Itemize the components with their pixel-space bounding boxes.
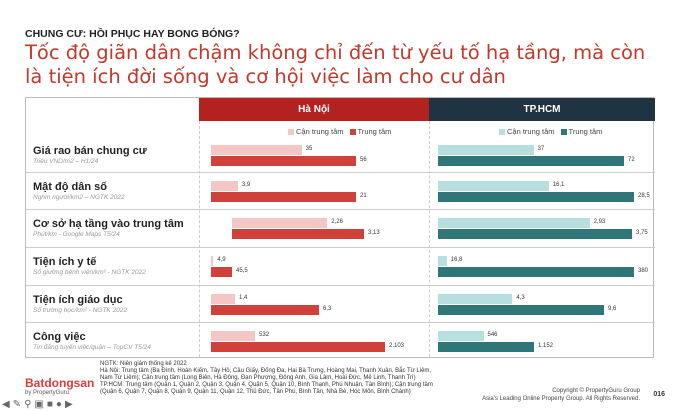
hcm-central-bar — [438, 229, 632, 239]
hcm-central-bar — [438, 155, 624, 166]
hcm-central-bar — [438, 341, 534, 352]
row-divider — [26, 209, 655, 210]
divider — [429, 121, 430, 357]
metric-label: Tiện ích y tế — [33, 256, 97, 268]
hcm-central-value: 1.152 — [538, 342, 554, 349]
hcm-near-value: 37 — [537, 145, 545, 152]
hanoi-near-value: 2,26 — [331, 219, 343, 225]
row-divider — [26, 247, 655, 248]
metric-source: Tin đăng tuyển việc/quận – TopCV T5/24 — [33, 343, 151, 351]
hanoi-header: Hà Nội — [199, 98, 429, 121]
hcm-central-bar — [438, 304, 604, 315]
hcm-central-bar — [438, 191, 634, 202]
hcm-near-bar — [438, 180, 549, 191]
hcm-central-value: 72 — [628, 156, 635, 163]
batdongsan-logo: Batdongsan by PropertyGuru — [25, 376, 95, 396]
more-icon[interactable]: ● — [55, 399, 62, 410]
hcm-legend: Cận trung tâm Trung tâm — [499, 127, 602, 136]
hanoi-central-bar — [211, 267, 232, 277]
hanoi-near-bar — [211, 256, 214, 266]
hanoi-central-bar — [232, 229, 364, 239]
camera-icon[interactable]: ■ — [46, 399, 53, 410]
hanoi-central-value: 21 — [360, 192, 367, 199]
hcm-near-bar — [438, 218, 590, 228]
metric-label: Cơ sở hạ tầng vào trung tâm — [33, 218, 184, 230]
hanoi-near-value: 1,4 — [239, 294, 248, 301]
hanoi-central-bar — [211, 341, 385, 352]
hcm-central-value: 380 — [638, 268, 649, 274]
metric-source: Số trường học/km² - NGTK 2022 — [33, 306, 128, 314]
metric-label: Mật độ dân số — [33, 180, 107, 193]
page-number: 016 — [653, 391, 665, 398]
hanoi-legend: Cận trung tâm Trung tâm — [288, 127, 391, 136]
hanoi-near-value: 4,9 — [217, 257, 226, 263]
hcm-central-value: 9,6 — [608, 305, 617, 312]
hanoi-central-bar — [211, 304, 319, 315]
captions-icon[interactable]: ▣ — [34, 399, 44, 410]
metric-label: Giá rao bán chung cư — [33, 144, 147, 157]
divider — [199, 121, 200, 357]
row-divider — [26, 172, 655, 173]
hcm-near-bar — [438, 144, 534, 155]
row-divider — [26, 322, 655, 323]
hanoi-near-bar — [211, 144, 302, 155]
viewer-controls: ◀ ✎ ⚲ ▣ ■ ● ▶ — [2, 399, 73, 410]
metric-label: Tiện ích giáo dục — [33, 293, 123, 306]
pen-icon[interactable]: ✎ — [12, 399, 22, 410]
zoom-icon[interactable]: ⚲ — [24, 399, 32, 410]
hcm-near-bar — [438, 330, 484, 341]
hanoi-near-bar — [211, 180, 238, 191]
hanoi-central-value: 56 — [360, 156, 367, 163]
slide-title: Tốc độ giãn dân chậm không chỉ đến từ yế… — [25, 41, 646, 88]
hanoi-near-value: 3,9 — [241, 181, 251, 188]
hcm-central-value: 3,75 — [636, 230, 648, 236]
hcm-header: TP.HCM — [429, 98, 655, 121]
hanoi-central-value: 6,3 — [323, 305, 332, 312]
hanoi-central-value: 3,13 — [368, 230, 380, 236]
hanoi-near-bar — [211, 330, 256, 341]
hcm-near-bar — [438, 293, 513, 304]
metric-source: Số giường bệnh viện/km² - NGTK 2022 — [33, 269, 146, 276]
hcm-near-value: 16,8 — [450, 257, 463, 263]
hanoi-central-value: 2.103 — [389, 342, 405, 349]
hcm-near-value: 4,3 — [516, 294, 525, 301]
hanoi-near-value: 35 — [305, 145, 313, 152]
comparison-table: Hà Nội TP.HCM Cận trung tâm Trung tâm Cậ… — [25, 97, 655, 358]
hcm-near-bar — [438, 256, 447, 266]
hanoi-central-bar — [211, 191, 356, 202]
section-kicker: CHUNG CƯ: HỒI PHỤC HAY BONG BÓNG? — [25, 28, 240, 40]
next-icon[interactable]: ▶ — [64, 399, 73, 410]
metric-source: Triệu VND/m2 – H1/24 — [33, 157, 99, 165]
hanoi-near-bar — [232, 218, 328, 228]
hcm-near-value: 2,93 — [593, 219, 606, 225]
copyright: Copyright © PropertyGuru Group Asia's Lea… — [482, 388, 640, 402]
row-divider — [26, 285, 655, 286]
hanoi-central-value: 45,5 — [236, 268, 248, 274]
hanoi-central-bar — [211, 155, 356, 166]
hcm-near-value: 546 — [487, 331, 498, 338]
hanoi-near-value: 532 — [259, 331, 270, 338]
hcm-central-value: 28,5 — [638, 192, 650, 199]
hanoi-near-bar — [211, 293, 235, 304]
metric-source: Nghìn người/km2 – NGTK 2022 — [33, 193, 125, 201]
hcm-central-bar — [438, 267, 634, 277]
footnotes: NGTK: Niên giám thống kê 2022 Hà Nội: Tru… — [100, 361, 433, 395]
metric-source: Phút/km - Google Maps T5/24 — [33, 231, 120, 238]
prev-icon[interactable]: ◀ — [2, 399, 10, 410]
metric-label: Công việc — [33, 330, 86, 343]
hcm-near-value: 16,1 — [552, 181, 565, 188]
